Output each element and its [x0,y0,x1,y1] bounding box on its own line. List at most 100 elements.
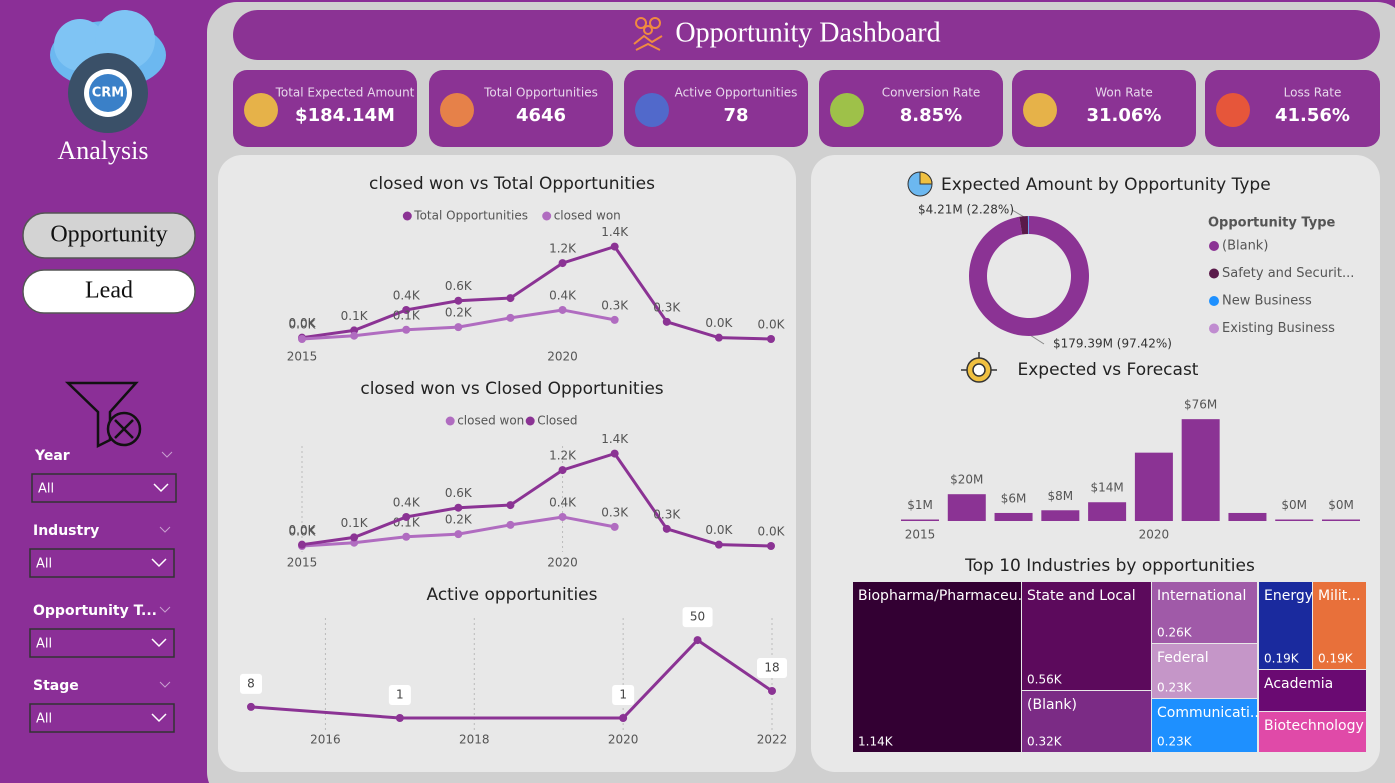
filter-chevron [159,526,171,533]
data-label: $1M [907,498,933,512]
header-icon [633,17,663,51]
filter-dropdown[interactable] [31,473,177,503]
data-label: 0.0K [705,316,733,330]
bar [1088,502,1127,521]
data-label: 1 [396,688,404,702]
nav-button[interactable] [22,269,196,314]
donut-slice [1019,216,1029,235]
donut-slice [969,216,1090,336]
filter-value[interactable]: All [36,637,52,652]
dropdown-chevron [151,638,167,648]
data-label: 0.2K [445,306,473,320]
clear-filter-icon[interactable] [64,381,142,449]
bar [1041,510,1080,521]
treemap-tile [853,582,1021,752]
kpi-value: 8.85% [900,105,962,126]
tile-label: Biopharma/Pharmaceu... [858,588,1031,604]
data-point [619,714,628,723]
data-label-box [682,607,713,628]
kpi-value: 4646 [516,105,566,126]
legend-label: Safety and Securit... [1222,266,1354,281]
nav-label[interactable]: Lead [85,278,133,304]
kpi-label: Conversion Rate [882,86,981,100]
legend-label: closed won [554,209,621,223]
data-point [402,325,411,334]
data-label: $20M [950,473,983,487]
tile-value: 0.23K [1157,681,1193,695]
treemap-tile [1259,582,1312,669]
tile-label: Federal [1157,650,1209,666]
kpi-label: Loss Rate [1284,86,1342,100]
legend-marker [402,211,412,221]
data-label: 0.0K [705,523,733,537]
header-bar [233,10,1380,60]
tile-value: 0.23K [1157,735,1193,749]
data-label: 0.0K [289,316,317,330]
x-tick-label: 2018 [459,733,490,747]
legend-marker [1209,268,1219,279]
x-tick-label: 2016 [310,733,341,747]
tile-value: 0.19K [1264,652,1300,666]
data-point [454,530,463,539]
logo-text: CRM [92,86,125,101]
nav-button[interactable] [22,212,196,259]
data-label: $8M [1048,489,1074,503]
chart-title: Expected vs Forecast [1018,360,1199,380]
data-label-box [240,673,262,694]
nav-label[interactable]: Opportunity [50,222,167,248]
treemap-tile [1152,699,1257,752]
kpi-label: Won Rate [1095,86,1152,100]
pie-icon [907,171,933,197]
filter-value[interactable]: All [38,482,54,497]
data-point [714,333,723,342]
sidebar-title: Analysis [58,136,149,165]
kpi-card [819,70,1003,147]
data-point [506,501,515,510]
data-point [768,686,776,695]
data-point [767,542,775,550]
filter-value[interactable]: All [36,557,52,572]
legend-label: Existing Business [1222,321,1335,336]
data-label: 0.0K [289,318,317,332]
dropdown-chevron [153,483,169,493]
x-tick-label: 2020 [547,350,578,364]
filter-dropdown[interactable] [29,628,175,658]
data-label: 1.4K [601,432,629,446]
data-point [558,512,567,521]
filter-dropdown[interactable] [29,548,175,578]
data-point [610,315,619,324]
bar [1228,512,1267,521]
legend-marker [1209,323,1219,334]
data-label: $76M [1184,398,1217,412]
x-tick-label: 2020 [547,556,578,570]
kpi-label: Total Expected Amount [275,86,415,100]
data-label: $14M [1090,481,1123,495]
data-label: $0M [1328,498,1354,512]
treemap-tile [1152,582,1257,643]
data-point [610,522,619,531]
bar [1275,519,1314,521]
data-label: 0.1K [393,308,421,322]
tile-label: Academia [1264,676,1333,692]
bar [1134,452,1173,521]
data-label: 0.1K [341,309,369,323]
chart-title: closed won vs Total Opportunities [369,174,655,194]
filter-dropdown[interactable] [29,703,175,733]
kpi-icon [440,93,474,127]
data-label: 18 [764,660,779,674]
data-point [298,335,306,343]
legend-label: closed won [457,414,524,428]
data-label: 0.3K [653,507,681,521]
data-point [247,702,255,711]
tile-label: (Blank) [1027,697,1077,713]
data-label: 1.2K [549,449,577,463]
crm-logo: CRM [50,10,166,133]
data-point [454,296,463,305]
kpi-value: 41.56% [1275,105,1350,126]
filter-value[interactable]: All [36,712,52,727]
x-tick-label: 2020 [1139,528,1170,542]
treemap-tile [1022,691,1151,752]
tile-label: International [1157,588,1246,604]
legend-title: Opportunity Type [1208,216,1336,231]
